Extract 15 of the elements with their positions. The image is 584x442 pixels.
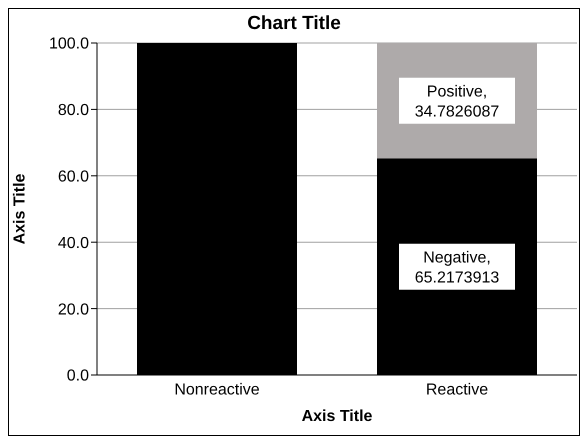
x-tick-label: Nonreactive [174, 381, 260, 398]
text: 65.2173913 [414, 270, 500, 287]
y-tick-label: 0.0 [66, 368, 90, 385]
text: Positive, [426, 84, 488, 101]
text: 34.7826087 [414, 104, 500, 121]
y-tick-label: 80.0 [58, 102, 90, 120]
y-tick-label: 40.0 [58, 234, 90, 252]
y-tick-label: 20.0 [58, 301, 90, 318]
x-axis-title: Axis Title [302, 408, 373, 425]
x-tick-label: Reactive [426, 381, 488, 398]
text: Negative, [423, 250, 491, 267]
y-tick-label: 60.0 [58, 168, 90, 186]
chart-title: Chart Title [246, 13, 342, 35]
y-axis-title: Axis Title [12, 173, 29, 244]
y-tick-label: 100.0 [48, 36, 90, 53]
